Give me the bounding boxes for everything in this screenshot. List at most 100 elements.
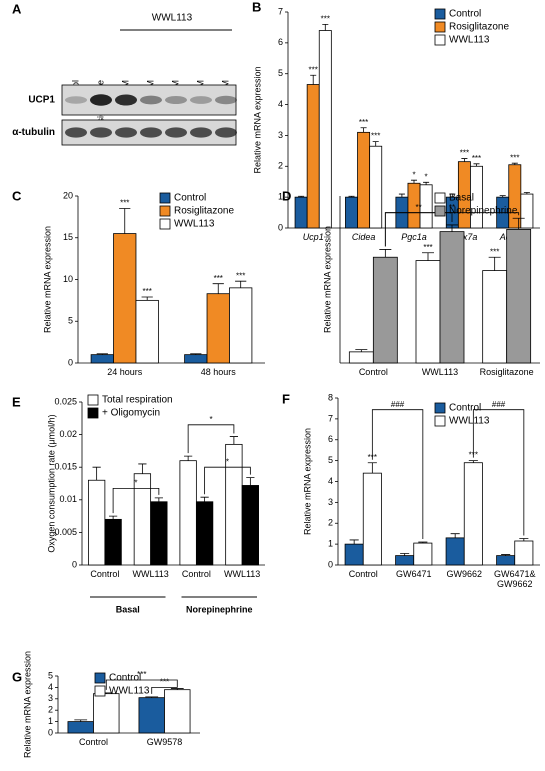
- group-label: Norepinephrine: [186, 604, 253, 614]
- bar: [150, 501, 168, 566]
- x-tick-label: 48 hours: [200, 367, 236, 377]
- y-axis-label: Relative mRNA expression: [42, 226, 52, 333]
- bar: [344, 543, 364, 566]
- y-tick-label: 10: [63, 274, 73, 284]
- bar: [306, 84, 320, 229]
- legend-swatch: [434, 34, 446, 46]
- blot-band: [65, 96, 87, 104]
- row-label: α-tubulin: [12, 127, 55, 138]
- blot-band: [190, 96, 212, 104]
- legend-label: + Oligomycin: [102, 408, 160, 419]
- error-bar: [119, 208, 131, 234]
- bracket: [187, 424, 235, 454]
- legend-swatch: [434, 21, 446, 33]
- error-bar: [367, 462, 377, 474]
- error-bar: [499, 195, 506, 198]
- error-bar: [190, 353, 202, 355]
- x-tick-label: WWL113: [421, 367, 459, 377]
- x-label-box: GW9662: [446, 569, 483, 579]
- bar: [395, 555, 415, 566]
- x-label-box: 48 hours: [200, 367, 236, 377]
- legend-label: Rosiglitazone: [449, 22, 509, 33]
- significance: ***: [214, 274, 223, 283]
- y-tick-label: 0.02: [59, 429, 77, 439]
- x-label-box: 24 hours: [107, 367, 142, 377]
- bracket: [472, 409, 525, 536]
- y-tick-label: 0: [68, 357, 73, 367]
- bar: [229, 287, 253, 364]
- significance: ***: [423, 243, 432, 252]
- y-tick-label: 4: [328, 476, 333, 486]
- bar: [138, 697, 165, 734]
- y-tick-label: 0.01: [59, 494, 77, 504]
- bracket: [384, 212, 520, 247]
- bar: [362, 472, 382, 566]
- x-label-box: WWL113: [132, 569, 168, 579]
- error-bar: [422, 252, 434, 261]
- bar: [88, 479, 106, 566]
- bar: [506, 228, 532, 364]
- y-tick-label: 15: [63, 232, 73, 242]
- bar: [369, 145, 383, 229]
- y-tick-label: 1: [328, 539, 333, 549]
- x-label-box: Cidea: [352, 232, 376, 242]
- x-label-box: WWL113: [421, 367, 459, 377]
- error-bar: [523, 192, 530, 195]
- y-tick-label: 6: [328, 434, 333, 444]
- row-label: UCP1: [28, 95, 55, 106]
- error-bar: [512, 217, 525, 230]
- legend-label: Norepinephrine: [449, 206, 518, 217]
- y-tick-label: 3: [278, 130, 283, 140]
- bracket: [204, 466, 251, 495]
- x-label-box: Control: [349, 569, 378, 579]
- significance: ***: [143, 287, 152, 296]
- panel-label: A: [12, 1, 22, 16]
- error-bar: [372, 141, 379, 147]
- y-axis-label: Relative mRNA expression: [22, 651, 32, 758]
- blot-band: [65, 127, 87, 138]
- bar: [179, 460, 197, 566]
- legend-swatch: [94, 672, 106, 684]
- y-tick-label: 0.025: [54, 396, 77, 406]
- error-bar: [519, 538, 529, 541]
- bar: [206, 293, 230, 364]
- bar: [345, 196, 358, 229]
- bar: [294, 196, 308, 229]
- blot-band: [90, 94, 112, 106]
- y-tick-label: 0: [278, 222, 283, 232]
- bar: [67, 721, 94, 734]
- y-tick-label: 3: [328, 497, 333, 507]
- blot-band: [215, 95, 237, 105]
- legend-label: Total respiration: [102, 395, 173, 406]
- x-label-box: Ucp1: [303, 232, 324, 242]
- y-tick-label: 5: [328, 455, 333, 465]
- x-tick-label: GW6471& GW9662: [493, 569, 536, 589]
- blot-band: [90, 127, 112, 138]
- x-label-box: GW6471& GW9662: [493, 569, 536, 589]
- bracket-label: ***: [160, 678, 169, 687]
- legend-swatch: [434, 205, 446, 217]
- significance: ***: [309, 65, 318, 74]
- significance: *: [425, 172, 428, 181]
- error-bar: [170, 688, 184, 690]
- bar: [514, 540, 534, 566]
- legend-swatch: [159, 218, 171, 230]
- error-bar: [235, 280, 247, 288]
- legend-label: Control: [449, 9, 481, 20]
- legend-swatch: [434, 402, 446, 414]
- bar: [90, 354, 114, 364]
- y-tick-label: 0.015: [54, 462, 77, 472]
- legend-label: WWL113: [109, 686, 150, 697]
- error-bar: [473, 163, 480, 167]
- x-label-box: GW9578: [147, 737, 183, 747]
- x-tick-label: GW9662: [446, 569, 483, 579]
- error-bar: [298, 195, 305, 198]
- significance: ***: [236, 271, 245, 280]
- blot-band: [215, 127, 237, 138]
- bar: [372, 256, 398, 364]
- x-label-box: Control: [182, 569, 211, 579]
- x-label-box: WWL113: [224, 569, 260, 579]
- bracket-label: ###: [492, 400, 506, 409]
- y-tick-label: 6: [278, 37, 283, 47]
